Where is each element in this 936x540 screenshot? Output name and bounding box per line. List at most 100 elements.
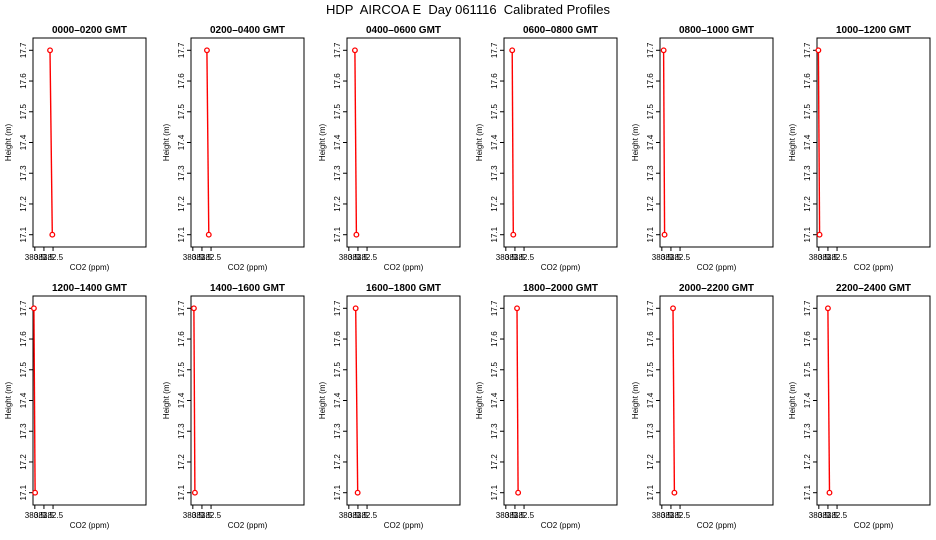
panel-9-title: 1600–1800 GMT [366, 283, 441, 294]
panel-12-xtick-label-1: 381.5 [818, 511, 839, 520]
panel-9-series-line [355, 308, 359, 493]
panel-6-title: 1000–1200 GMT [836, 25, 911, 36]
panel-8-point-1 [191, 489, 198, 496]
panel-3-ytick-label-6: 17.7 [333, 42, 342, 58]
panel-2-ytick-label-4: 17.5 [177, 103, 186, 119]
panel-4-ytick-label-3: 17.4 [490, 134, 499, 150]
panel-9-ytick-label-1: 17.2 [333, 454, 342, 470]
panel-5-series-line [662, 50, 666, 235]
panel-2-ylabel: Height (m) [162, 123, 171, 161]
panel-9-plot-frame [346, 295, 461, 506]
panel-1-ytick-label-3: 17.4 [19, 134, 28, 150]
panel-10-ytick-label-5: 17.6 [490, 331, 499, 347]
panel-6-ytick-label-5: 17.6 [803, 73, 812, 89]
panel-2-point-1 [205, 231, 212, 238]
panel-5-ytick-label-2: 17.3 [646, 165, 655, 181]
panel-6-xlabel: CO2 (ppm) [854, 263, 894, 272]
panel-4-xlabel: CO2 (ppm) [541, 263, 581, 272]
panel-6-ytick-label-3: 17.4 [803, 134, 812, 150]
panel-7-xtick-label-2: 382.5 [43, 511, 64, 520]
panel-1-xlabel: CO2 (ppm) [70, 263, 110, 272]
panel-11-ytick-label-4: 17.5 [646, 361, 655, 377]
panel-5-ytick-label-0: 17.1 [646, 226, 655, 242]
panel-7-point-0 [30, 305, 37, 312]
panel-6-xtick-label-0: 380.5 [809, 253, 830, 262]
panel-7-title: 1200–1400 GMT [52, 283, 127, 294]
panel-3-xlabel: CO2 (ppm) [384, 263, 424, 272]
panel-9-ylabel: Height (m) [318, 381, 327, 419]
panel-8-ytick-label-4: 17.5 [177, 361, 186, 377]
panel-5-ytick-label-4: 17.5 [646, 103, 655, 119]
panel-12-ylabel: Height (m) [788, 381, 797, 419]
panel-2-ytick-label-5: 17.6 [177, 73, 186, 89]
panel-4-point-0 [509, 47, 516, 54]
panel-7-ytick-label-4: 17.5 [19, 361, 28, 377]
panel-8-xtick-label-0: 380.5 [183, 511, 204, 520]
panel-8-ytick-label-0: 17.1 [177, 484, 186, 500]
panel-10-point-0 [514, 305, 520, 312]
panel-7-ytick-label-5: 17.6 [19, 331, 28, 347]
panel-12-ytick-label-6: 17.7 [803, 300, 812, 316]
panel-5-ytick-label-6: 17.7 [646, 42, 655, 58]
panel-4-xtick-label-0: 380.5 [496, 253, 517, 262]
panel-10-xtick-label-2: 382.5 [514, 511, 535, 520]
panel-11-title: 2000–2200 GMT [679, 283, 754, 294]
panel-2-series-line [206, 50, 210, 235]
panel-7-ytick-label-0: 17.1 [19, 484, 28, 500]
panel-1-ytick-label-2: 17.3 [19, 165, 28, 181]
panel-3-xtick-label-2: 382.5 [357, 253, 378, 262]
panel-2-xlabel: CO2 (ppm) [228, 263, 268, 272]
panel-4-ytick-label-6: 17.7 [490, 42, 499, 58]
panel-3-ytick-label-2: 17.3 [333, 165, 342, 181]
panel-1-ylabel: Height (m) [4, 123, 13, 161]
panel-4-ytick-label-4: 17.5 [490, 103, 499, 119]
panel-3-ytick-label-0: 17.1 [333, 226, 342, 242]
panel-1-series-line [49, 50, 53, 235]
panel-8-xtick-label-1: 381.5 [192, 511, 213, 520]
panel-10-ytick-label-2: 17.3 [490, 423, 499, 439]
panel-4-title: 0600–0800 GMT [523, 25, 598, 36]
panel-2-ytick-label-6: 17.7 [177, 42, 186, 58]
panel-4-plot-frame [503, 37, 618, 248]
panel-9-ytick-label-6: 17.7 [333, 300, 342, 316]
panel-2-xtick-label-2: 382.5 [201, 253, 222, 262]
panel-12-ytick-label-4: 17.5 [803, 361, 812, 377]
panel-2-point-0 [203, 47, 210, 54]
panel-9-point-1 [354, 489, 361, 496]
panel-1-point-0 [47, 47, 53, 54]
panel-10-point-1 [515, 489, 522, 496]
panel-2-ytick-label-0: 17.1 [177, 226, 186, 242]
panel-10-xtick-label-1: 381.5 [505, 511, 526, 520]
panel-6-ylabel: Height (m) [788, 123, 797, 161]
panel-9-ytick-label-2: 17.3 [333, 423, 342, 439]
panel-5-plot-frame [659, 37, 774, 248]
panel-1-ytick-label-5: 17.6 [19, 73, 28, 89]
panel-11-xtick-label-0: 380.5 [652, 511, 673, 520]
panel-12-xlabel: CO2 (ppm) [854, 521, 894, 530]
panel-3-series-line [354, 50, 358, 235]
panel-2-ytick-label-3: 17.4 [177, 134, 186, 150]
panel-11-xtick-label-1: 381.5 [661, 511, 682, 520]
panel-7-xlabel: CO2 (ppm) [70, 521, 110, 530]
panel-4-series-line [511, 50, 514, 235]
panel-12-ytick-label-2: 17.3 [803, 423, 812, 439]
panel-2-title: 0200–0400 GMT [210, 25, 285, 36]
panel-4-ytick-label-1: 17.2 [490, 196, 499, 212]
panel-11-point-0 [670, 305, 676, 312]
panel-12-series-line [827, 308, 831, 493]
panel-7-ytick-label-2: 17.3 [19, 423, 28, 439]
panel-12-title: 2200–2400 GMT [836, 283, 911, 294]
panel-5-ytick-label-1: 17.2 [646, 196, 655, 212]
panel-11-point-1 [671, 489, 678, 496]
panel-1-point-1 [49, 231, 56, 238]
panel-5-xlabel: CO2 (ppm) [697, 263, 737, 272]
